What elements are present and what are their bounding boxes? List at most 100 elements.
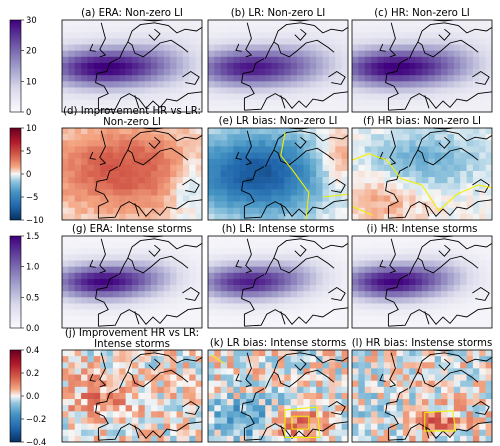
heatmap-cell xyxy=(303,183,311,190)
heatmap-cell xyxy=(290,195,298,202)
heatmap-cell xyxy=(460,272,467,280)
heatmap-cell xyxy=(81,32,88,39)
heatmap-cell xyxy=(377,164,385,172)
heatmap-cell xyxy=(409,291,416,298)
heatmap-cell xyxy=(341,38,349,45)
heatmap-cell xyxy=(157,309,165,317)
heatmap-cell xyxy=(239,134,247,141)
heatmap-cell xyxy=(258,140,266,147)
heatmap-cell xyxy=(377,207,385,215)
heatmap-cell xyxy=(208,20,215,27)
heatmap-cell xyxy=(284,356,292,363)
heatmap-cell xyxy=(284,321,292,329)
heatmap-cell xyxy=(358,99,366,107)
heatmap-cell xyxy=(74,201,82,209)
heatmap-cell xyxy=(214,62,222,70)
heatmap-cell xyxy=(151,254,158,261)
coastline xyxy=(264,369,335,389)
heatmap-cell xyxy=(328,158,336,166)
heatmap-cell xyxy=(163,399,171,406)
heatmap-cell xyxy=(341,195,349,202)
heatmap-cell xyxy=(290,134,298,141)
heatmap-cell xyxy=(335,93,342,101)
heatmap-cell xyxy=(138,309,146,317)
heatmap-cell xyxy=(428,158,436,166)
heatmap-cell xyxy=(132,44,139,51)
panel-frame xyxy=(61,235,203,329)
heatmap-cell xyxy=(328,380,336,388)
heatmap-cell xyxy=(119,242,126,249)
heatmap-cell xyxy=(189,140,196,147)
heatmap-cell xyxy=(485,236,493,243)
heatmap-cell xyxy=(163,81,171,88)
heatmap-cell xyxy=(220,128,228,135)
heatmap-cell xyxy=(68,201,76,209)
heatmap-cell xyxy=(119,297,126,304)
heatmap-cell xyxy=(138,236,146,243)
heatmap-cell xyxy=(220,368,228,375)
heatmap-cell xyxy=(214,56,222,64)
heatmap-cell xyxy=(87,56,95,64)
heatmap-cell xyxy=(377,201,385,209)
heatmap-cell xyxy=(195,207,203,215)
heatmap-cell xyxy=(466,429,474,437)
heatmap-cell xyxy=(74,56,82,64)
heatmap-cell xyxy=(322,69,330,76)
heatmap-cell xyxy=(447,423,455,431)
heatmap-cell xyxy=(100,248,107,255)
heatmap-cell xyxy=(144,177,152,184)
heatmap-cell xyxy=(157,56,165,64)
heatmap-cell xyxy=(239,380,247,388)
heatmap-cell xyxy=(284,392,292,400)
heatmap-cell xyxy=(265,170,272,178)
heatmap-cell xyxy=(87,75,95,82)
heatmap-cell xyxy=(112,207,120,215)
heatmap-cell xyxy=(466,164,474,172)
heatmap-cell xyxy=(258,356,266,363)
heatmap-cell xyxy=(428,272,436,280)
heatmap-cell xyxy=(402,399,410,406)
heatmap-cell xyxy=(284,405,292,412)
heatmap-cell xyxy=(328,189,336,196)
heatmap-cell xyxy=(409,38,416,45)
heatmap-cell xyxy=(441,399,448,406)
heatmap-cell xyxy=(278,87,285,94)
heatmap-cell xyxy=(138,164,146,172)
heatmap-cell xyxy=(316,158,323,166)
heatmap-cell xyxy=(208,266,215,274)
heatmap-cell xyxy=(239,183,247,190)
heatmap-cell xyxy=(176,260,184,267)
heatmap-cell xyxy=(252,380,260,388)
heatmap-cell xyxy=(163,350,171,357)
heatmap-cell xyxy=(358,201,366,209)
heatmap-cell xyxy=(390,392,397,400)
heatmap-cell xyxy=(441,254,448,261)
heatmap-cell xyxy=(182,105,190,113)
heatmap-cell xyxy=(371,399,378,406)
heatmap-cell xyxy=(227,195,234,202)
heatmap-cell xyxy=(352,350,359,357)
heatmap-cell xyxy=(189,213,196,221)
heatmap-cell xyxy=(316,189,323,196)
heatmap-cell xyxy=(303,254,311,261)
heatmap-cell xyxy=(335,213,342,221)
heatmap-cell xyxy=(316,105,323,113)
heatmap-cell xyxy=(233,207,241,215)
heatmap-cell xyxy=(271,380,279,388)
heatmap-cell xyxy=(328,99,336,107)
heatmap-cell xyxy=(396,350,404,357)
heatmap-cell xyxy=(132,417,139,424)
heatmap-cell xyxy=(138,380,146,388)
heatmap-cell xyxy=(220,309,228,317)
heatmap-cell xyxy=(278,278,285,286)
heatmap-cell xyxy=(214,105,222,113)
heatmap-cell xyxy=(358,368,366,375)
heatmap-cell xyxy=(396,362,404,369)
heatmap-cell xyxy=(485,158,493,166)
heatmap-cell xyxy=(383,278,391,286)
heatmap-cell xyxy=(62,62,69,70)
heatmap-cell xyxy=(309,189,317,196)
heatmap-cell xyxy=(252,158,260,166)
heatmap-cell xyxy=(402,417,410,424)
heatmap-cell xyxy=(93,189,101,196)
